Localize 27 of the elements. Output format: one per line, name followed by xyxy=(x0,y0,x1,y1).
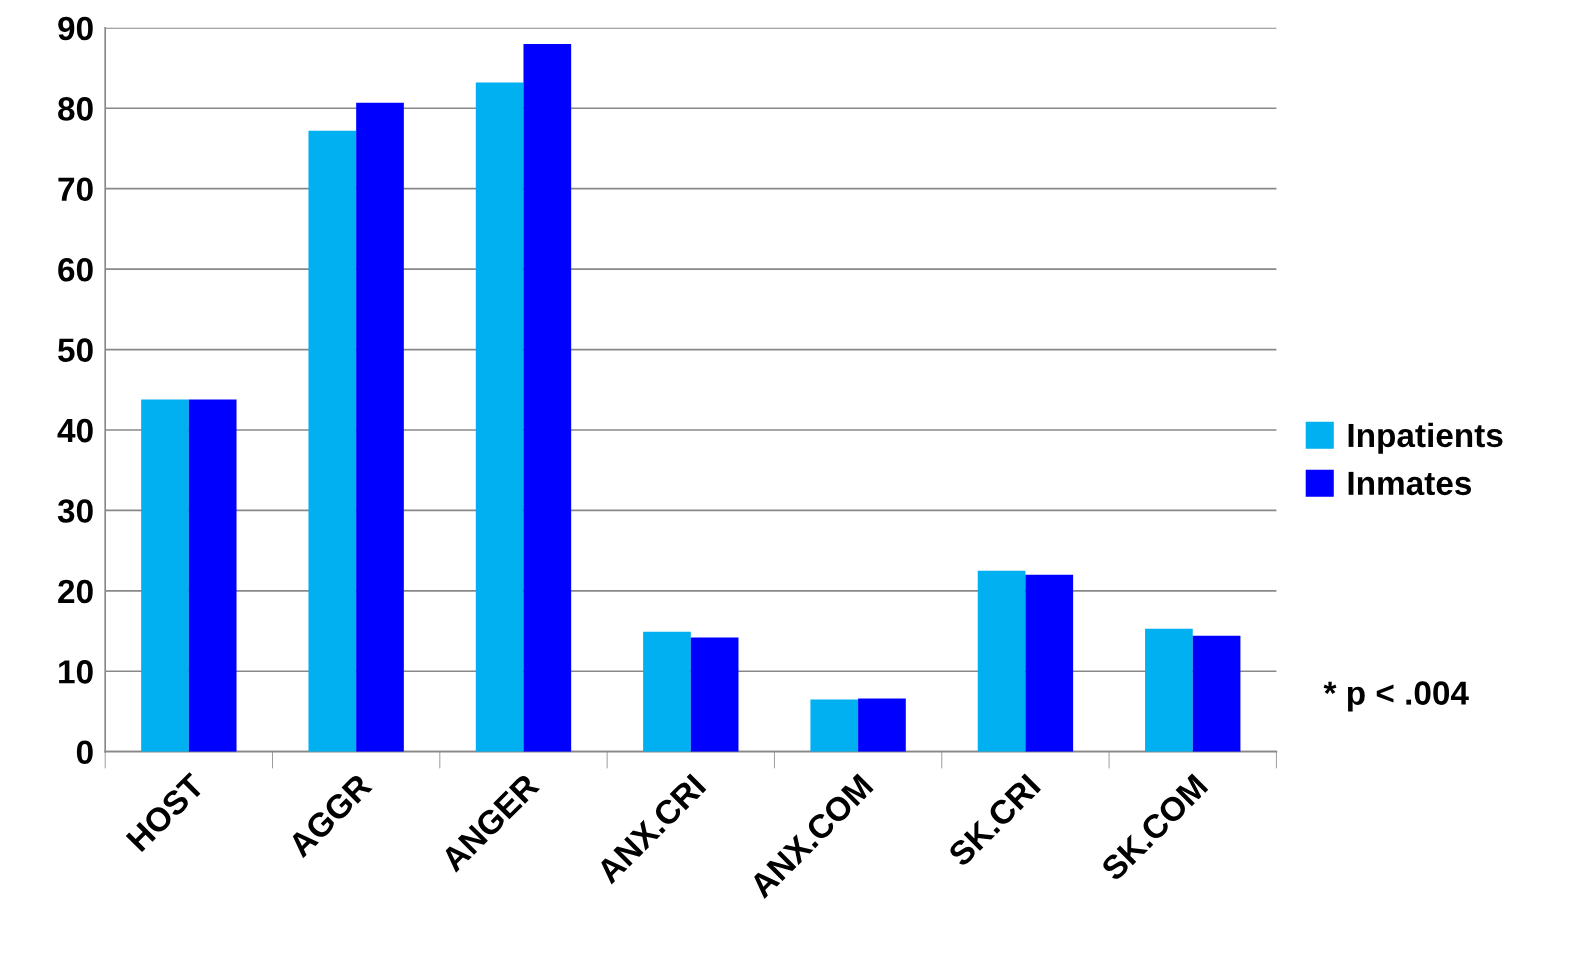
bar xyxy=(858,698,906,752)
bar xyxy=(690,637,739,752)
bar xyxy=(356,102,404,752)
y-tick-label: 0 xyxy=(76,740,93,765)
y-tick-label: 60 xyxy=(58,257,93,282)
bar xyxy=(141,399,189,752)
legend-label: Inmates xyxy=(1348,471,1472,496)
y-tick-label: 90 xyxy=(58,16,93,41)
bar xyxy=(1025,574,1074,752)
bar xyxy=(810,699,859,752)
y-tick-label: 80 xyxy=(58,97,93,121)
legend-label: Inpatients xyxy=(1348,422,1503,454)
bar xyxy=(308,130,357,752)
bar xyxy=(475,82,524,752)
y-tick-label: 20 xyxy=(58,579,93,604)
y-tick-label: 30 xyxy=(57,499,93,523)
y-tick-label: 70 xyxy=(58,177,93,202)
bar xyxy=(1192,635,1241,752)
y-tick-label: 50 xyxy=(58,338,93,362)
bar xyxy=(977,570,1026,752)
bar xyxy=(643,631,691,752)
bar xyxy=(188,399,237,752)
text: * p < .004 xyxy=(1323,681,1469,712)
y-tick-label: 10 xyxy=(59,660,93,684)
bar xyxy=(1145,628,1193,752)
bar xyxy=(523,43,572,752)
y-tick-label: 40 xyxy=(57,418,93,443)
